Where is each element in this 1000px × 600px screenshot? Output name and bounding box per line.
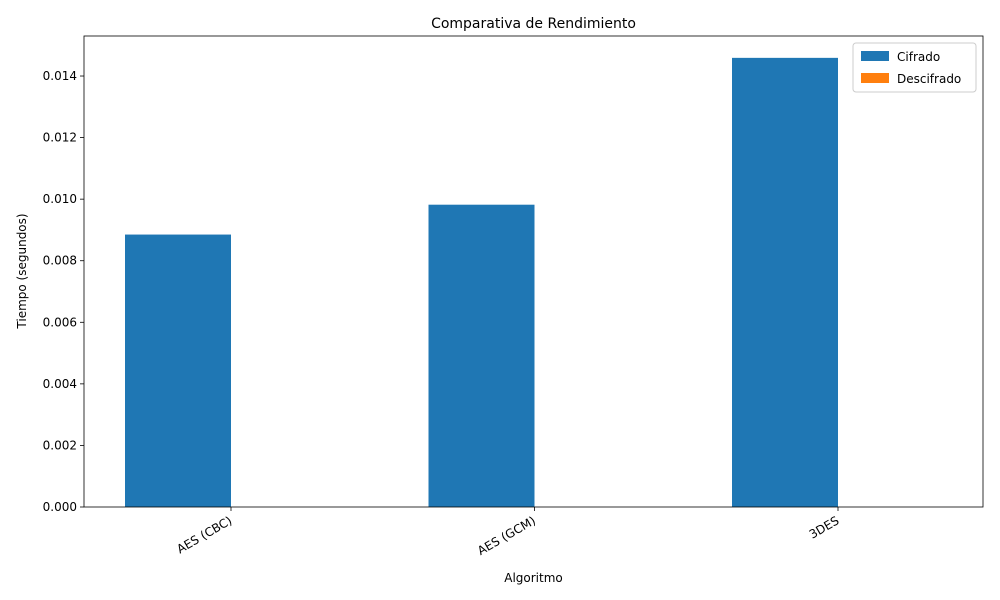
y-tick-label: 0.000 (43, 500, 77, 514)
y-tick-label: 0.006 (43, 315, 77, 329)
y-tick-label: 0.008 (43, 254, 77, 268)
bar-cifrado-2 (732, 57, 838, 507)
legend-label: Descifrado (897, 72, 961, 86)
y-tick-label: 0.010 (43, 192, 77, 206)
legend-label: Cifrado (897, 50, 940, 64)
chart-title: Comparativa de Rendimiento (431, 16, 636, 32)
bar-cifrado-1 (428, 204, 535, 507)
x-axis-label: Algoritmo (504, 571, 563, 585)
x-tick-label: AES (GCM) (475, 513, 538, 557)
x-tick-label: AES (CBC) (174, 513, 234, 556)
bar-cifrado-0 (125, 234, 231, 507)
plot-frame (83, 35, 984, 508)
legend: Cifrado Descifrado (852, 42, 977, 93)
y-tick-label: 0.004 (43, 377, 77, 391)
bars-layer (125, 57, 838, 507)
legend-swatch (861, 73, 889, 83)
y-tick-label: 0.014 (43, 69, 77, 83)
legend-swatch (861, 51, 889, 61)
y-tick-label: 0.012 (43, 131, 77, 145)
x-tick-label: 3DES (807, 513, 842, 541)
y-tick-label: 0.002 (43, 438, 77, 452)
y-axis-label: Tiempo (segundos) (15, 213, 29, 329)
